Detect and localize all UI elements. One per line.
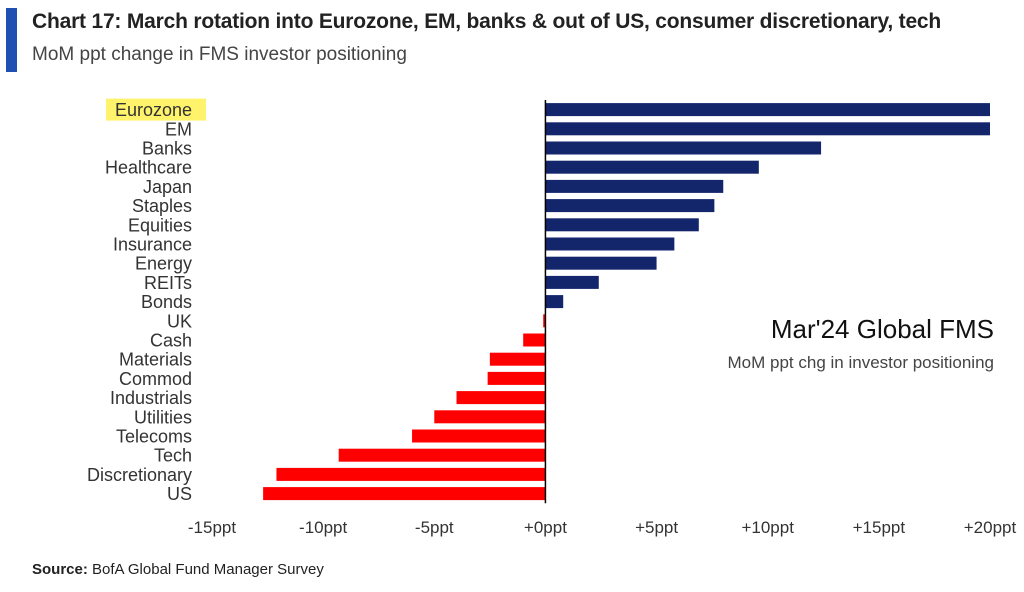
category-label-commod: Commod xyxy=(119,369,192,389)
x-tick-label: +5ppt xyxy=(635,518,678,537)
bar-telecoms xyxy=(412,429,546,443)
bar-insurance xyxy=(545,237,675,251)
bar-tech xyxy=(338,448,546,462)
bar-discretionary xyxy=(276,467,546,481)
category-label-uk: UK xyxy=(167,311,192,331)
bar-eurozone xyxy=(545,103,990,117)
category-label-us: US xyxy=(167,484,192,504)
x-tick-label: -10ppt xyxy=(299,518,347,537)
category-label-healthcare: Healthcare xyxy=(105,158,192,178)
category-label-utilities: Utilities xyxy=(134,407,192,427)
bar-staples xyxy=(545,199,715,213)
category-label-insurance: Insurance xyxy=(113,235,192,255)
category-label-japan: Japan xyxy=(143,177,192,197)
bar-equities xyxy=(545,218,699,232)
category-label-bonds: Bonds xyxy=(141,292,192,312)
category-label-discretionary: Discretionary xyxy=(87,465,192,485)
bar-healthcare xyxy=(545,160,759,174)
category-highlight xyxy=(106,98,206,121)
x-tick-label: -5ppt xyxy=(415,518,454,537)
x-tick-label: -15ppt xyxy=(188,518,236,537)
chart-subtitle: MoM ppt change in FMS investor positioni… xyxy=(32,44,407,65)
category-label-industrials: Industrials xyxy=(110,388,192,408)
source-label: Source: xyxy=(32,561,88,578)
bar-japan xyxy=(545,179,724,193)
category-label-cash: Cash xyxy=(150,331,192,351)
bar-reits xyxy=(545,275,599,289)
bar-utilities xyxy=(434,410,546,424)
category-label-eurozone: Eurozone xyxy=(115,100,192,120)
category-label-telecoms: Telecoms xyxy=(116,427,192,447)
bar-uk xyxy=(543,314,546,328)
category-label-staples: Staples xyxy=(132,196,192,216)
x-tick-label: +0ppt xyxy=(524,518,567,537)
x-tick-label: +20ppt xyxy=(964,518,1017,537)
category-label-tech: Tech xyxy=(154,446,192,466)
category-label-banks: Banks xyxy=(142,139,192,159)
chart-title: Chart 17: March rotation into Eurozone, … xyxy=(32,10,942,33)
source-text: BofA Global Fund Manager Survey xyxy=(87,561,324,578)
source-note: Source: BofA Global Fund Manager Survey xyxy=(32,561,324,578)
bar-us xyxy=(263,487,546,501)
bar-energy xyxy=(545,256,657,270)
title-accent-bar xyxy=(6,8,17,72)
bar-materials xyxy=(489,352,546,366)
category-label-em: EM xyxy=(165,119,192,139)
bar-banks xyxy=(545,141,822,155)
category-label-equities: Equities xyxy=(128,215,192,235)
bar-cash xyxy=(523,333,546,347)
bar-industrials xyxy=(456,391,546,405)
category-label-reits: REITs xyxy=(144,273,192,293)
bar-commod xyxy=(487,371,546,385)
annotation-subtitle: MoM ppt chg in investor positioning xyxy=(728,353,994,372)
annotation-title: Mar'24 Global FMS xyxy=(771,314,994,344)
category-label-materials: Materials xyxy=(119,350,192,370)
bar-bonds xyxy=(545,295,564,309)
x-tick-label: +10ppt xyxy=(741,518,794,537)
bar-em xyxy=(545,122,990,136)
x-tick-label: +15ppt xyxy=(853,518,906,537)
category-label-energy: Energy xyxy=(135,254,192,274)
